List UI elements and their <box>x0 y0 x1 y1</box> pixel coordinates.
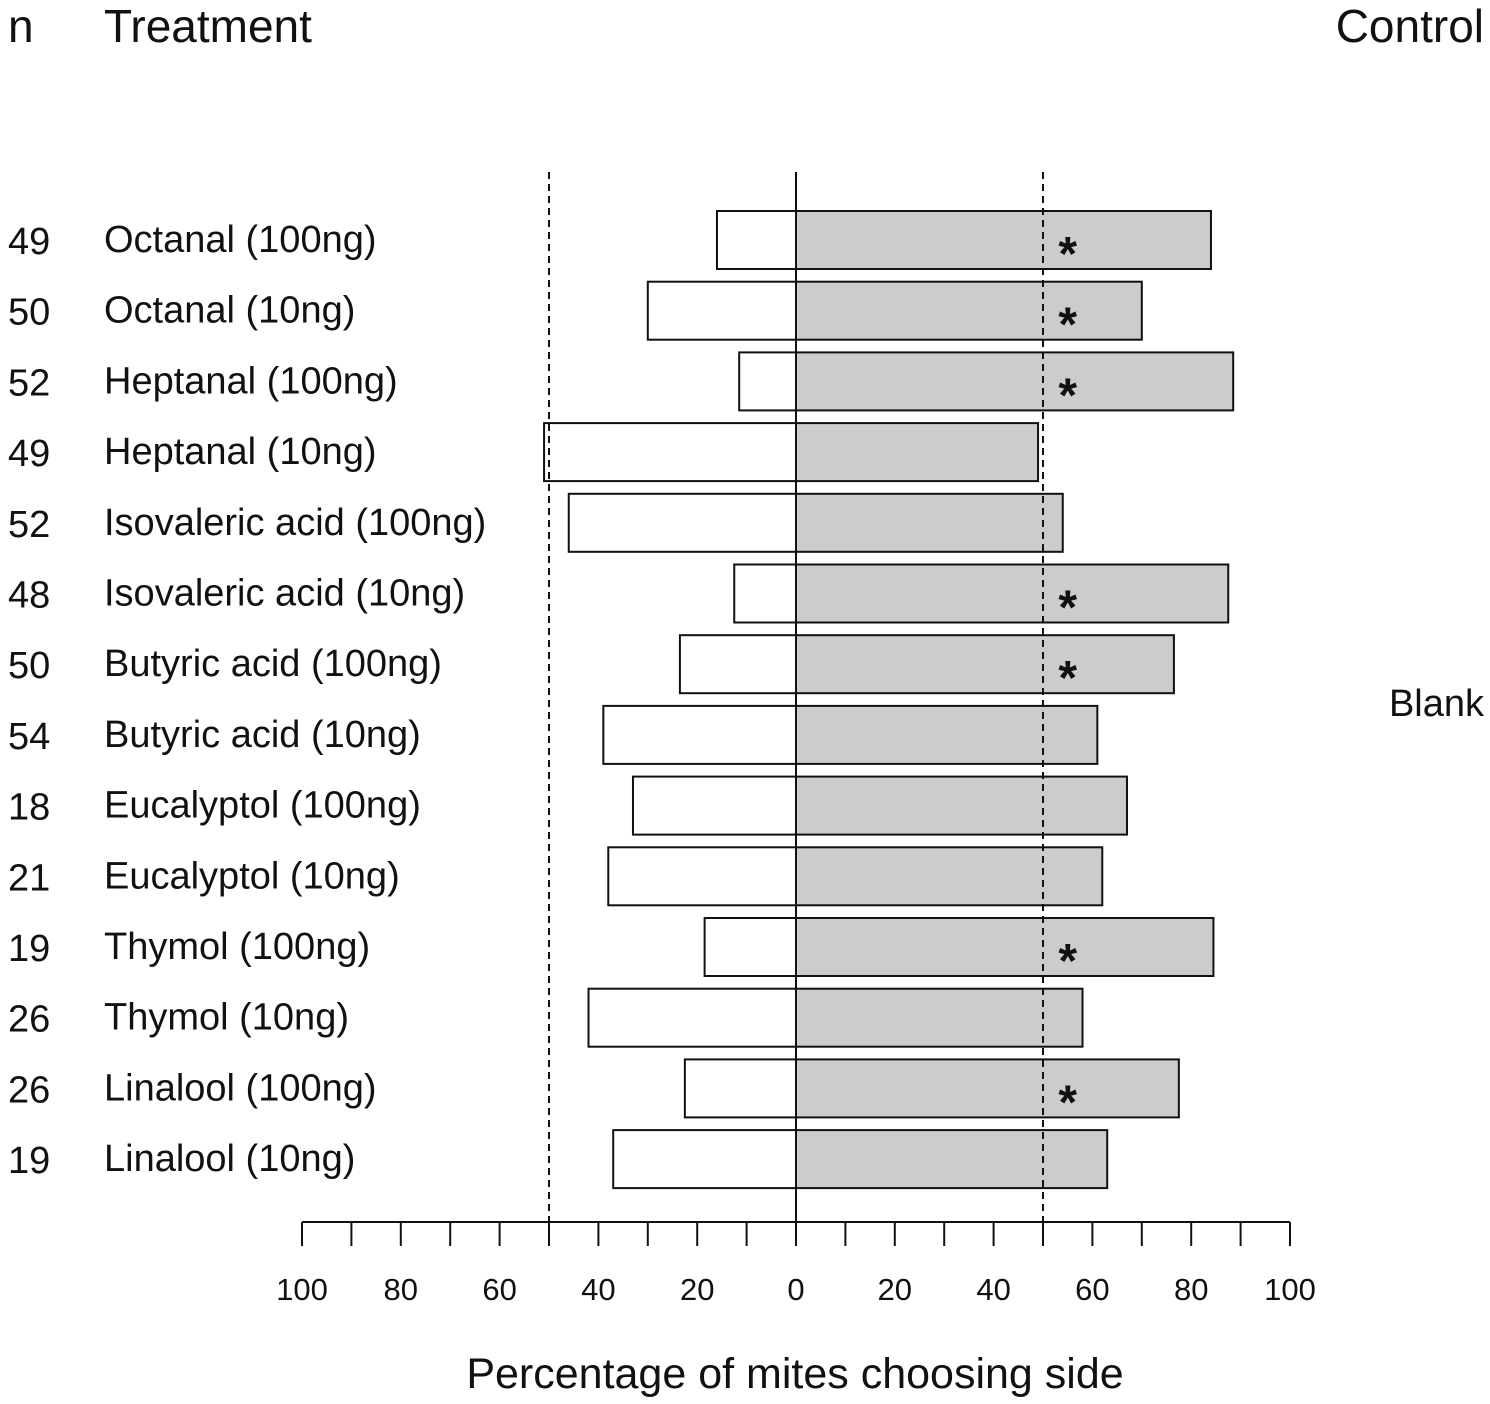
control-bar <box>795 422 1040 483</box>
significance-star: * <box>1058 582 1077 635</box>
treatment-bar <box>738 351 798 412</box>
x-tick-label: 60 <box>482 1272 516 1307</box>
sample-size: 26 <box>8 1069 50 1111</box>
category-label: Octanal (10ng) <box>104 290 355 332</box>
x-tick-label: 80 <box>384 1272 418 1307</box>
treatment-bar <box>646 280 797 341</box>
sample-size: 19 <box>8 928 50 970</box>
category-label: Linalool (10ng) <box>104 1138 355 1180</box>
sample-size: 49 <box>8 433 50 475</box>
header-control: Control <box>1336 0 1484 52</box>
category-label: Thymol (100ng) <box>104 926 370 968</box>
category-label: Butyric acid (100ng) <box>104 643 442 685</box>
significance-star: * <box>1058 228 1077 281</box>
treatment-bar <box>612 1129 797 1190</box>
control-bar <box>795 917 1215 977</box>
control-bar <box>795 846 1104 907</box>
x-tick-label: 20 <box>878 1272 912 1307</box>
header-treatment: Treatment <box>104 0 312 52</box>
treatment-bar <box>602 704 798 765</box>
significance-star: * <box>1058 299 1077 352</box>
x-tick-label: 0 <box>787 1272 804 1307</box>
x-tick-label: 40 <box>976 1272 1010 1307</box>
x-tick-label: 20 <box>680 1272 714 1307</box>
sample-size: 50 <box>8 645 50 687</box>
control-bar <box>795 634 1175 695</box>
treatment-bar <box>631 775 797 836</box>
control-bar <box>795 775 1128 836</box>
header-n: n <box>8 0 34 52</box>
sample-size: 49 <box>8 221 50 263</box>
x-tick-label: 40 <box>581 1272 615 1307</box>
category-label: Heptanal (10ng) <box>104 431 377 473</box>
treatment-bar <box>607 846 798 907</box>
category-label: Eucalyptol (10ng) <box>104 855 400 897</box>
treatment-bar <box>543 422 797 483</box>
significance-star: * <box>1058 652 1077 705</box>
control-bar <box>795 280 1143 341</box>
control-bar <box>795 1129 1109 1190</box>
sample-size: 18 <box>8 787 50 829</box>
significance-star: * <box>1058 369 1077 422</box>
x-tick-label: 100 <box>276 1272 328 1307</box>
control-bar <box>795 492 1064 553</box>
category-label: Eucalyptol (100ng) <box>104 785 421 827</box>
sample-size: 19 <box>8 1140 50 1182</box>
significance-star: * <box>1058 1076 1077 1129</box>
sample-size: 52 <box>8 362 50 404</box>
significance-star: * <box>1058 935 1077 988</box>
category-label: Linalool (100ng) <box>104 1067 377 1109</box>
sample-size: 48 <box>8 575 50 617</box>
treatment-bar <box>678 634 797 695</box>
category-label: Heptanal (100ng) <box>104 360 398 402</box>
control-bar <box>795 1058 1180 1119</box>
x-axis-title: Percentage of mites choosing side <box>466 1350 1123 1398</box>
sample-size: 50 <box>8 292 50 334</box>
sample-size: 26 <box>8 999 50 1041</box>
plot-area: 49 Octanal (100ng) * 50 Octanal (10ng) * 52 Hep… <box>8 172 1316 1307</box>
x-tick-label: 60 <box>1075 1272 1109 1307</box>
control-bar <box>795 563 1230 624</box>
category-label: Isovaleric acid (10ng) <box>104 573 465 615</box>
treatment-bar <box>567 492 798 553</box>
sample-size: 21 <box>8 857 50 899</box>
category-label: Butyric acid (10ng) <box>104 714 421 756</box>
treatment-bar <box>703 917 797 977</box>
category-label: Thymol (10ng) <box>104 997 349 1039</box>
control-bar <box>795 210 1212 270</box>
x-tick-label: 80 <box>1174 1272 1208 1307</box>
control-bar <box>795 987 1084 1048</box>
control-bar <box>795 704 1099 765</box>
treatment-bar <box>715 210 798 270</box>
x-tick-label: 100 <box>1264 1272 1316 1307</box>
side-label-blank: Blank <box>1389 683 1485 725</box>
category-label: Octanal (100ng) <box>104 219 377 261</box>
treatment-bar <box>733 563 797 624</box>
treatment-bar <box>587 987 798 1048</box>
control-bar <box>795 351 1235 412</box>
category-label: Isovaleric acid (100ng) <box>104 502 486 544</box>
sample-size: 52 <box>8 504 50 546</box>
treatment-bar <box>683 1058 797 1119</box>
sample-size: 54 <box>8 716 50 758</box>
